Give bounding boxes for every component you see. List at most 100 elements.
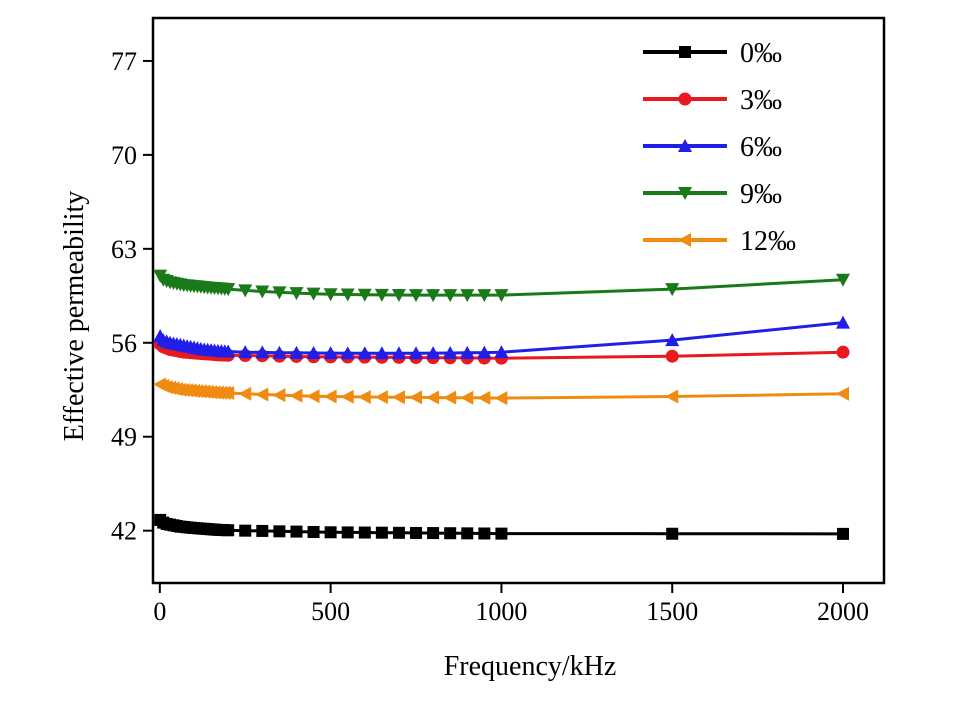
data-point	[665, 389, 679, 404]
series-layer	[153, 269, 851, 540]
data-point	[340, 288, 355, 302]
legend-item: 6‰	[643, 132, 782, 163]
data-point	[272, 388, 286, 403]
x-tick-label: 0	[153, 597, 166, 626]
data-point	[409, 390, 423, 405]
data-point	[460, 390, 474, 405]
legend-label: 3‰	[740, 85, 782, 116]
data-point	[221, 385, 235, 400]
data-point	[836, 386, 850, 401]
data-point	[426, 346, 441, 360]
data-point	[272, 286, 287, 300]
x-axis-title: Frequency/kHz	[444, 651, 617, 682]
data-point	[443, 345, 458, 359]
data-point	[289, 388, 303, 403]
x-tick-label: 2000	[817, 597, 869, 626]
series-3	[153, 269, 851, 303]
y-axis-title: Effective permeability	[59, 191, 90, 442]
axis-ticks: 0 500 1000 1500 2000 42 49 56 63 70 77	[111, 47, 869, 626]
data-point	[221, 283, 236, 297]
data-point	[256, 524, 269, 537]
data-point	[460, 289, 475, 303]
y-tick-label: 56	[111, 329, 137, 358]
data-point	[289, 345, 304, 359]
data-point	[357, 389, 371, 404]
data-point	[306, 389, 320, 404]
data-point	[306, 287, 321, 301]
data-point	[375, 526, 388, 539]
data-point	[323, 346, 338, 360]
legend-label: 6‰	[740, 132, 782, 163]
data-point	[666, 527, 679, 540]
data-point	[836, 315, 851, 329]
data-point	[665, 283, 680, 297]
data-point	[255, 345, 270, 359]
series-0	[154, 513, 850, 540]
data-point	[410, 526, 423, 539]
data-point	[357, 288, 372, 302]
data-point	[494, 289, 509, 303]
y-tick-label: 77	[111, 47, 137, 76]
data-point	[478, 527, 491, 540]
data-point	[255, 387, 269, 402]
data-point	[665, 333, 680, 347]
legend-marker	[678, 92, 692, 106]
data-point	[289, 287, 304, 301]
data-point	[357, 346, 372, 360]
legend-marker	[679, 46, 691, 58]
legend-label: 9‰	[740, 179, 782, 210]
data-point	[391, 346, 406, 360]
data-point	[461, 527, 474, 540]
data-point	[426, 390, 440, 405]
data-point	[238, 386, 252, 401]
data-point	[238, 345, 253, 359]
x-tick-label: 500	[311, 597, 350, 626]
legend-marker	[678, 233, 691, 247]
y-tick-label: 42	[111, 517, 137, 546]
data-point	[221, 344, 236, 358]
legend-item: 0‰	[643, 38, 782, 69]
data-point	[272, 345, 287, 359]
data-point	[665, 349, 679, 363]
y-tick-label: 70	[111, 141, 137, 170]
data-point	[323, 288, 338, 302]
data-point	[306, 345, 321, 359]
data-point	[391, 390, 405, 405]
data-point	[494, 391, 508, 406]
data-point	[409, 289, 424, 303]
data-point	[836, 273, 851, 287]
data-point	[427, 527, 440, 540]
y-tick-label: 63	[111, 235, 137, 264]
x-tick-label: 1000	[475, 597, 527, 626]
data-point	[307, 526, 320, 539]
data-point	[477, 289, 492, 303]
plot-frame	[151, 16, 886, 585]
legend-marker	[678, 187, 692, 200]
data-point	[443, 390, 457, 405]
data-point	[494, 345, 509, 359]
data-point	[238, 284, 253, 298]
legend-label: 0‰	[740, 38, 782, 69]
data-point	[323, 389, 337, 404]
legend-item: 12‰	[643, 226, 796, 257]
data-point	[273, 525, 286, 538]
data-point	[837, 527, 850, 540]
legend-item: 3‰	[643, 85, 782, 116]
data-point	[409, 346, 424, 360]
series-2	[153, 315, 851, 360]
data-point	[443, 289, 458, 303]
series-4	[153, 377, 850, 406]
data-point	[374, 390, 388, 405]
legend-item: 9‰	[643, 179, 782, 210]
data-point	[358, 526, 371, 539]
x-tick-label: 1500	[646, 597, 698, 626]
legend-label: 12‰	[740, 226, 796, 257]
data-point	[340, 346, 355, 360]
data-point	[392, 526, 405, 539]
data-point	[341, 526, 354, 539]
data-point	[477, 390, 491, 405]
data-point	[495, 527, 508, 540]
data-point	[444, 527, 457, 540]
data-point	[222, 524, 235, 537]
